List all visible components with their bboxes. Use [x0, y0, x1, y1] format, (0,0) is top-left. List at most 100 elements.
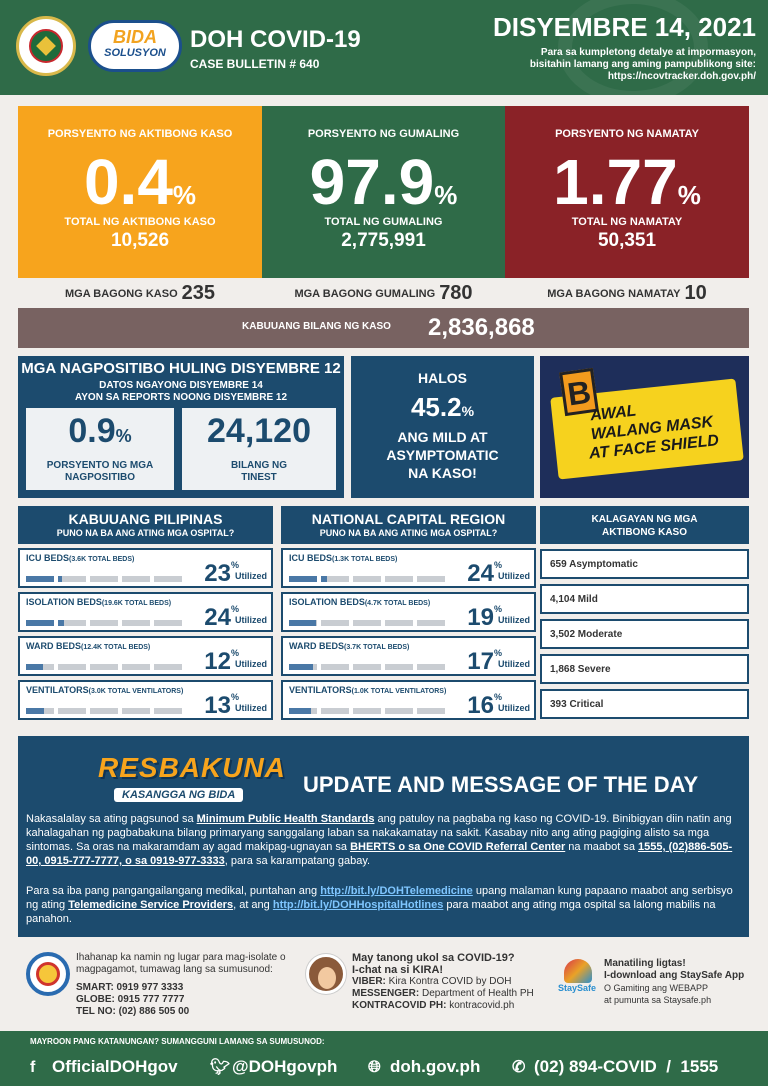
- phone-link[interactable]: ✆ (02) 894-COVID / 1555: [512, 1057, 718, 1077]
- doh-seal-icon: [16, 16, 76, 76]
- bed-icon: [26, 656, 54, 670]
- facebook-handle: OfficialDOHgov: [52, 1057, 178, 1076]
- bed-icon: [353, 568, 381, 582]
- info-url[interactable]: https://ncovtracker.doh.gov.ph/: [607, 71, 756, 82]
- active-case-status-panel: KALAGAYAN NG MGA AKTIBONG KASO 659 Asymp…: [540, 506, 749, 719]
- ventilator-icon: [353, 700, 381, 714]
- utilization-pct: 24: [467, 560, 494, 587]
- row-detail: (1.0K TOTAL VENTILATORS): [351, 688, 447, 695]
- bed-icon: [58, 612, 86, 626]
- hospital-row: ICU BEDS(1.3K TOTAL BEDS) 24% Utilized: [281, 548, 536, 588]
- kira-contact: May tanong ukol sa COVID-19? I-chat na s…: [352, 952, 552, 1012]
- active-pct: 0.4%: [18, 144, 262, 233]
- caption-line: ANG MILD AT: [397, 429, 488, 445]
- bed-icon: [26, 612, 54, 626]
- bed-icon: [90, 568, 118, 582]
- contact-line: May tanong ukol sa COVID-19?: [352, 952, 515, 964]
- deaths-box: PORSYENTO NG NAMATAY 1.77% TOTAL NG NAMA…: [505, 106, 749, 278]
- positivity-sub1: DATOS NGAYONG DISYEMBRE 14: [99, 380, 263, 391]
- deaths-total-label: TOTAL NG NAMATAY: [571, 216, 683, 228]
- phone-number: (02) 894-COVID / 1555: [534, 1057, 719, 1076]
- deaths-total-value: 50,351: [597, 230, 657, 251]
- info-line: Para sa kumpletong detalye at impormasyo…: [540, 47, 756, 58]
- new-recovered: MGA BAGONG GUMALING 780: [262, 282, 505, 306]
- hospital-ncr-subtitle: PUNO NA BA ANG ATING MGA OSPITAL?: [319, 528, 498, 538]
- twitter-link[interactable]: 🐦︎@DOHgovph: [210, 1057, 337, 1077]
- row-label: ICU BEDS(1.3K TOTAL BEDS): [289, 553, 397, 563]
- active-pct-label: PORSYENTO NG AKTIBONG KASO: [47, 128, 233, 140]
- ventilator-icon: [154, 700, 182, 714]
- messenger-value: Department of Health PH: [419, 988, 534, 999]
- status-item: 659 Asymptomatic: [540, 549, 749, 579]
- new-recovered-value: 780: [439, 282, 473, 304]
- bulletin-date: DISYEMBRE 14, 2021: [492, 12, 756, 42]
- hospital-row: ISOLATION BEDS(4.7K TOTAL BEDS) 19% Utiliz…: [281, 592, 536, 632]
- contact-line: Manatiling ligtas!: [604, 958, 686, 969]
- hospital-hotlines-link[interactable]: http://bit.ly/DOHHospitalHotlines: [272, 899, 444, 911]
- row-label: ISOLATION BEDS(19.6K TOTAL BEDS): [26, 597, 171, 607]
- ventilator-icon: [58, 700, 86, 714]
- active-total-label: TOTAL NG AKTIBONG KASO: [64, 216, 216, 228]
- ventilator-icon: [385, 700, 413, 714]
- new-deaths: MGA BAGONG NAMATAY 10: [505, 282, 749, 306]
- row-detail: (3.7K TOTAL BEDS): [344, 644, 410, 651]
- row-type: ISOLATION BEDS: [289, 597, 365, 607]
- recovered-total-label: TOTAL NG GUMALING: [324, 216, 443, 228]
- bida-logo-icon: BIDA SOLUSYON: [88, 20, 182, 72]
- row-detail: (19.6K TOTAL BEDS): [101, 600, 172, 607]
- recovered-pct-value: 97.9: [309, 146, 435, 218]
- mild-pct: 45.2%: [351, 392, 534, 423]
- hospital-ph-subtitle: PUNO NA BA ANG ATING MGA OSPITAL?: [56, 528, 235, 538]
- bed-icon: [289, 656, 317, 670]
- update-message-panel: RESBAKUNA KASANGGA NG BIDA UPDATE AND ME…: [18, 736, 749, 937]
- contact-line: I-chat na si KIRA!: [352, 964, 444, 976]
- label-line: TINEST: [241, 472, 277, 483]
- hotline-numbers: 1555, (02)886-505-00, 0915-777-7777, o s…: [26, 841, 733, 867]
- bed-icon: [321, 656, 349, 670]
- info-line: bisitahin lamang ang aming pampublikong …: [529, 59, 756, 70]
- bed-icon: [289, 612, 317, 626]
- utilization-pct: 13: [204, 692, 231, 719]
- bed-icon: [385, 612, 413, 626]
- website-link[interactable]: 🌐︎ doh.gov.ph: [368, 1057, 480, 1077]
- staysafe-contact: Manatiling ligtas! I-download ang StaySa…: [604, 958, 754, 1006]
- deaths-pct-label: PORSYENTO NG NAMATAY: [555, 128, 699, 140]
- bed-icon: [353, 612, 381, 626]
- row-type: ISOLATION BEDS: [26, 597, 102, 607]
- globe-icon: 🌐︎: [368, 1059, 381, 1076]
- hospital-ph-title: KABUUANG PILIPINAS: [68, 511, 223, 527]
- utilization-pct: 19: [467, 604, 494, 631]
- text-run: Telemedicine Service Providers: [68, 899, 234, 911]
- hospital-ph-panel: KABUUANG PILIPINAS PUNO NA BA ANG ATING …: [18, 506, 273, 720]
- kira-avatar-icon: [306, 954, 346, 994]
- smart-number: SMART: 0919 977 3333: [76, 982, 184, 993]
- pct-unit: %: [230, 604, 239, 614]
- active-pct-value: 0.4: [83, 146, 173, 218]
- utilization-bars: [26, 568, 190, 582]
- positivity-rate: 0.9%: [26, 412, 174, 451]
- bed-icon: [154, 568, 182, 582]
- pct-unit: %: [493, 692, 502, 702]
- hospital-ncr-title: NATIONAL CAPITAL REGION: [311, 511, 506, 527]
- telemedicine-link[interactable]: http://bit.ly/DOHTelemedicine: [320, 885, 473, 897]
- twitter-handle: @DOHgovph: [232, 1057, 338, 1076]
- recovered-total-value: 2,775,991: [341, 230, 426, 251]
- row-detail: (4.7K TOTAL BEDS): [364, 600, 431, 607]
- pct-unit: %: [230, 692, 239, 702]
- utilized-label: Utilized: [234, 615, 267, 625]
- active-total-value: 10,526: [110, 230, 170, 251]
- resbakuna-logo-sub: KASANGGA NG BIDA: [114, 788, 244, 802]
- row-label: WARD BEDS(3.7K TOTAL BEDS): [289, 641, 409, 651]
- update-paragraph-1: Nakasalalay sa ating pagsunod sa Minimum…: [26, 812, 741, 868]
- halos-label: HALOS: [418, 370, 467, 386]
- facebook-link[interactable]: f OfficialDOHgov: [30, 1057, 178, 1077]
- tel-number: TEL NO: (02) 886 505 00: [76, 1006, 190, 1017]
- contact-line: I-download ang StaySafe App: [604, 970, 745, 981]
- bed-icon: [122, 568, 150, 582]
- row-detail: (12.4K TOTAL BEDS): [81, 644, 151, 651]
- bed-icon: [90, 612, 118, 626]
- row-type: VENTILATORS: [26, 685, 89, 695]
- pct-unit: %: [493, 560, 502, 570]
- update-title: UPDATE AND MESSAGE OF THE DAY: [303, 772, 699, 797]
- deaths-pct: 1.77%: [505, 144, 749, 233]
